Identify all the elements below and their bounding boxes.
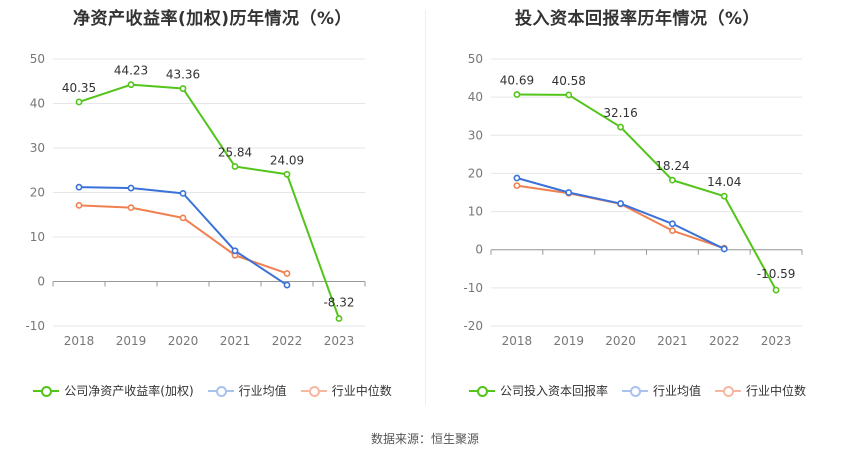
data-point [179, 85, 187, 92]
x-tick-label: 2018 [502, 334, 533, 348]
y-tick-label: 20 [468, 166, 483, 180]
chart-legend: 公司投入资本回报率 行业均值 行业中位数 [425, 382, 850, 399]
data-point [127, 184, 135, 192]
legend-label: 行业中位数 [331, 384, 392, 398]
y-tick-label: 30 [30, 141, 45, 155]
series-line-2 [516, 184, 725, 250]
legend-label: 行业均值 [652, 384, 701, 398]
y-tick-label: 10 [30, 230, 45, 244]
legend-item-industry-mean[interactable]: 行业均值 [207, 382, 287, 399]
data-label: 24.09 [270, 153, 304, 167]
data-point [75, 183, 83, 191]
legend-label: 公司净资产收益率(加权) [64, 384, 194, 398]
data-point [179, 214, 187, 222]
data-point [513, 182, 521, 190]
data-point [772, 286, 780, 294]
roic-chart-panel: 投入资本回报率历年情况（%） 50 40 30 20 10 0 -10 -20 2018 2019… [425, 0, 850, 420]
x-tick-label: 2023 [761, 334, 792, 348]
data-point [565, 91, 573, 99]
legend-line-icon [207, 385, 234, 397]
legend-item-industry-median[interactable]: 行业中位数 [715, 382, 806, 399]
data-point [75, 98, 83, 106]
legend-label: 行业均值 [238, 384, 287, 398]
data-point [669, 227, 676, 235]
y-tick-label: -20 [463, 319, 483, 333]
x-tick-label: 2019 [116, 334, 147, 348]
panel-divider [425, 10, 426, 405]
data-point [127, 81, 135, 89]
data-point [283, 281, 291, 289]
legend-label: 行业中位数 [746, 384, 807, 398]
data-point [617, 123, 624, 131]
y-tick-label: 10 [468, 205, 483, 219]
data-point [669, 176, 676, 184]
data-label: 25.84 [218, 146, 252, 160]
y-tick-label: -10 [25, 319, 45, 333]
x-tick-label: 2019 [553, 334, 584, 348]
x-tick-label: 2020 [605, 334, 636, 348]
series-line-0 [78, 83, 340, 319]
y-tick-label: 40 [30, 97, 45, 111]
data-label: 40.35 [62, 81, 96, 95]
data-label: 14.04 [707, 175, 741, 189]
data-label: 40.58 [552, 74, 586, 88]
x-tick-label: 2020 [168, 334, 199, 348]
legend-label: 公司投入资本回报率 [499, 384, 608, 398]
series-line-0 [516, 93, 777, 291]
data-label: -10.59 [757, 267, 796, 281]
x-tick-label: 2023 [324, 334, 355, 348]
legend-line-icon [468, 385, 495, 397]
legend-item-company[interactable]: 公司投入资本回报率 [468, 382, 608, 399]
data-point [179, 189, 187, 197]
data-point [283, 270, 291, 277]
roe-line-chart: 50 40 30 20 10 0 -10 2018 2019 2020 2021 2022 2023 40… [25, 52, 366, 348]
legend-item-company[interactable]: 公司净资产收益率(加权) [33, 382, 194, 399]
legend-item-industry-median[interactable]: 行业中位数 [300, 382, 392, 399]
legend-line-icon [621, 385, 648, 397]
data-point [720, 245, 728, 253]
y-tick-label: 40 [468, 90, 483, 104]
x-tick-label: 2021 [657, 334, 688, 348]
data-point [565, 189, 573, 196]
y-tick-label: 30 [468, 128, 483, 142]
chart-title: 投入资本回报率历年情况（%） [514, 9, 761, 29]
data-label: 43.36 [166, 68, 200, 82]
data-point [75, 202, 83, 209]
data-point [231, 163, 239, 170]
data-point [231, 247, 239, 255]
data-label: 40.69 [500, 74, 534, 88]
data-label: 44.23 [114, 64, 148, 78]
data-point [617, 200, 624, 207]
data-point [669, 220, 676, 228]
x-tick-label: 2021 [220, 334, 251, 348]
data-label: -8.32 [323, 296, 354, 310]
data-point [127, 204, 135, 212]
data-label: 18.24 [655, 159, 689, 173]
y-tick-label: 50 [468, 52, 483, 66]
chart-legend: 公司净资产收益率(加权) 行业均值 行业中位数 [0, 382, 425, 399]
y-tick-label: 0 [37, 275, 45, 289]
series-line-1 [78, 186, 288, 286]
legend-line-icon [715, 385, 741, 397]
x-tick-label: 2022 [709, 334, 740, 348]
y-tick-label: 0 [475, 243, 483, 257]
data-source-note: 数据来源：恒生聚源 [370, 432, 479, 446]
y-tick-label: 20 [30, 186, 45, 200]
x-tick-label: 2022 [272, 334, 303, 348]
legend-item-industry-mean[interactable]: 行业均值 [621, 382, 701, 399]
legend-line-icon [300, 385, 327, 397]
data-point [283, 170, 291, 178]
data-point [513, 174, 521, 182]
data-point [720, 192, 728, 200]
data-label: 32.16 [603, 106, 637, 120]
chart-title: 净资产收益率(加权)历年情况（%） [72, 9, 353, 29]
roe-chart-panel: 净资产收益率(加权)历年情况（%） 50 40 30 20 10 0 -10 2018 2019… [0, 0, 425, 420]
data-point [513, 91, 521, 98]
data-point [335, 315, 343, 322]
y-tick-label: -10 [463, 281, 483, 295]
x-tick-label: 2018 [64, 334, 95, 348]
roic-line-chart: 50 40 30 20 10 0 -10 -20 2018 2019 2020 2021 2022 202… [463, 52, 803, 348]
y-tick-label: 50 [30, 52, 45, 66]
legend-line-icon [33, 385, 60, 397]
